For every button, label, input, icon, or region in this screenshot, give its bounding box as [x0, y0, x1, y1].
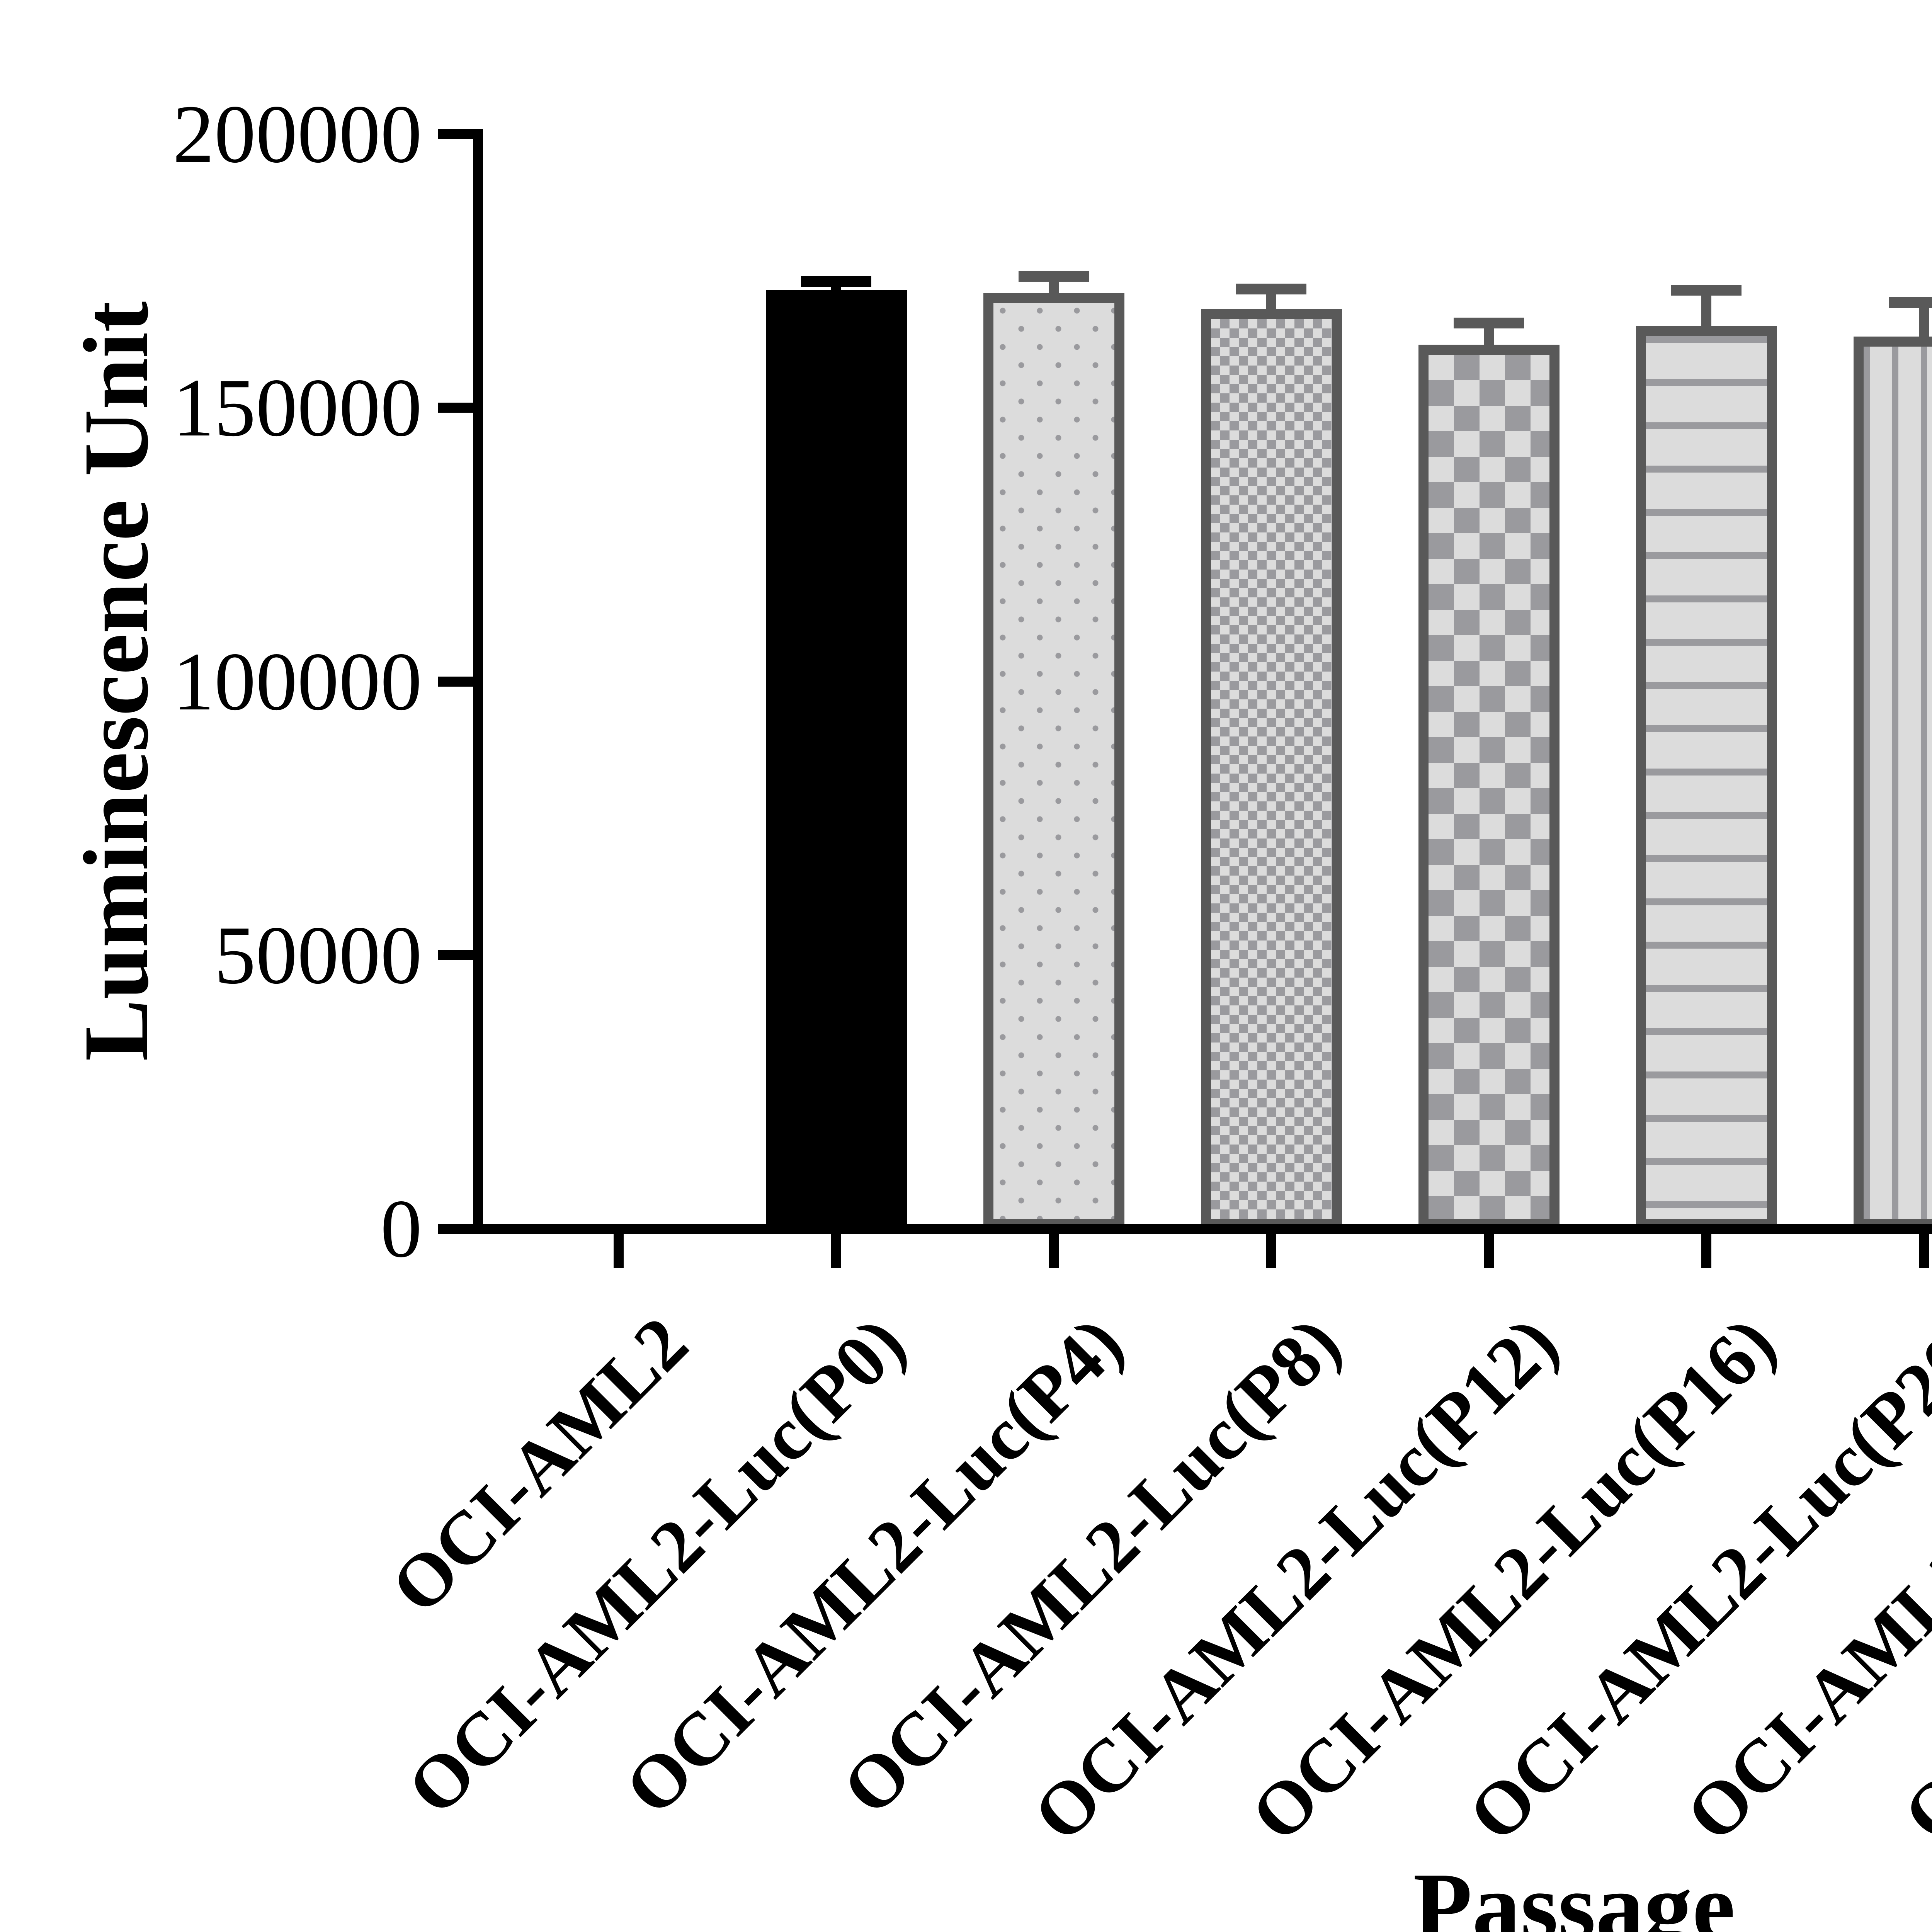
error-bar-cap [1019, 271, 1089, 282]
bar-OCI-AML2-Luc(P4) [983, 293, 1124, 1229]
error-bar-cap [1671, 284, 1742, 296]
x-tick-label: OCI-AML2-Luc(P20) [1452, 1301, 1932, 1857]
y-axis-tick [438, 1224, 473, 1234]
y-axis-tick [438, 676, 473, 687]
x-axis-tick [1049, 1234, 1059, 1268]
y-tick-label: 150000 [173, 361, 422, 454]
y-axis-tick [438, 950, 473, 960]
error-bar-cap [1889, 297, 1932, 308]
bar-OCI-AML2-Luc(P8) [1201, 309, 1342, 1229]
x-axis-tick [614, 1234, 624, 1268]
x-axis-line [473, 1224, 1932, 1234]
y-axis-tick [438, 129, 473, 139]
x-axis-tick [831, 1234, 841, 1268]
x-axis-tick [1919, 1234, 1929, 1268]
y-tick-label: 50000 [214, 908, 422, 1001]
bar-OCI-AML2-Luc(P12) [1418, 345, 1560, 1229]
y-tick-label: 100000 [173, 635, 422, 728]
error-bar-cap [801, 276, 871, 287]
x-axis-title: Passage [1413, 1853, 1735, 1932]
x-axis-tick [1701, 1234, 1711, 1268]
x-axis-tick [1266, 1234, 1276, 1268]
y-axis-tick [438, 403, 473, 413]
bar-OCI-AML2-Luc(P0) [765, 290, 907, 1229]
y-tick-label: 200000 [173, 88, 422, 180]
bar-OCI-AML2-Luc(P16) [1636, 325, 1777, 1229]
x-axis-tick [1484, 1234, 1494, 1268]
error-bar-cap [1236, 283, 1306, 294]
y-axis-line [473, 129, 483, 1234]
error-bar-cap [1454, 317, 1524, 328]
bar-OCI-AML2-Luc(P20) [1853, 337, 1932, 1229]
y-tick-label: 0 [380, 1182, 422, 1275]
